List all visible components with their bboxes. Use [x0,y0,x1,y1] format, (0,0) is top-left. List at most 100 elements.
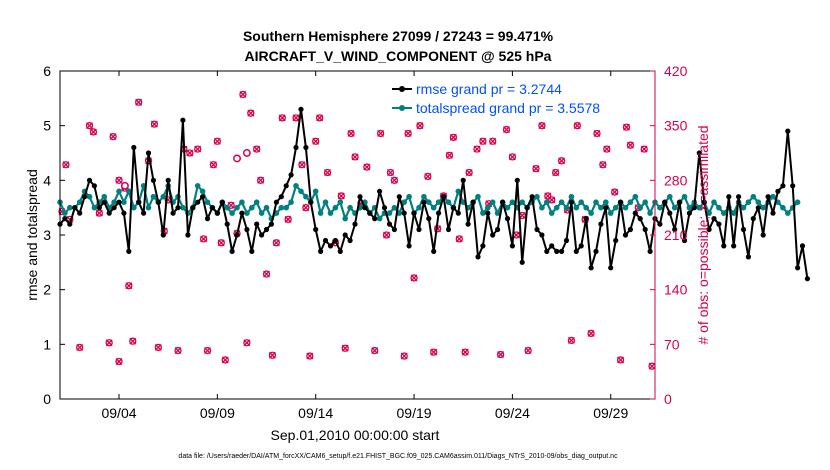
obs-assimilated-cross [341,344,349,352]
obs-assimilated-cross [312,137,320,145]
rmse-point [293,144,299,151]
rmse-point [327,243,334,249]
obs-marker [272,239,281,247]
rmse-point [637,216,643,222]
totalspread-point [455,188,462,195]
obs-marker [616,356,625,364]
rmse-point [195,199,201,205]
rmse-point [91,183,97,189]
rmse-point [347,237,353,244]
obs-assimilated-cross [272,239,280,247]
x-tick-label: 09/04 [101,405,136,421]
obs-assimilated-cross [186,149,194,157]
rmse-point [180,117,186,123]
obs-possible-circle [640,145,648,153]
obs-marker [573,122,581,130]
obs-assimilated-cross [648,362,656,370]
totalspread-point [283,204,290,211]
obs-possible-circle [502,125,511,134]
rmse-point [677,199,683,205]
totalspread-point [145,204,152,211]
obs-assimilated-cross [257,176,265,184]
totalspread-point [239,199,245,205]
obs-possible-circle [62,161,70,169]
rmse-point [696,150,702,156]
rmse-point [298,106,304,112]
rmse-point [785,128,791,134]
totalspread-point [681,193,688,200]
totalspread-point [716,204,722,211]
totalspread-point [76,199,83,205]
legend-spread-label: totalspread grand pr = 3.5578 [416,100,600,116]
obs-possible-circle [445,151,454,159]
rmse-point [563,237,570,244]
rmse-point [475,254,481,260]
obs-possible-circle [85,122,94,130]
obs-marker [465,168,473,177]
totalspread-point [593,199,599,205]
obs-possible-circle [150,120,159,128]
rmse-point [141,210,147,216]
totalspread-point [485,204,491,211]
obs-possible-circle [315,114,324,122]
totalspread-point [588,210,594,216]
obs-assimilated-cross [404,130,412,137]
obs-assimilated-cross [371,347,379,355]
rmse-point [362,205,368,211]
obs-marker [347,129,355,138]
rmse-point [318,248,324,254]
totalspread-point [603,199,609,205]
legend-box [387,80,649,120]
rmse-point [534,226,540,233]
obs-assimilated-cross [209,161,217,169]
obs-marker [306,352,314,360]
obs-marker [479,137,487,145]
totalspread-point [253,199,260,205]
obs-possible-circle [473,145,481,153]
totalspread-point [116,188,122,195]
rmse-point [145,150,152,156]
obs-marker [416,122,424,130]
obs-marker [174,346,182,355]
rmse-point [549,243,555,249]
obs-possible-circle [213,137,222,145]
rmse-point [214,210,220,216]
obs-assimilated-cross [337,192,345,200]
totalspread-point [622,204,629,211]
obs-possible-circle [557,157,566,165]
rmse-point [568,199,575,205]
y-left-tick-label: 2 [43,282,51,298]
rmse-point [308,199,314,205]
obs-marker [376,129,385,138]
obs-assimilated-cross [599,161,607,169]
totalspread-point [406,193,412,200]
totalspread-point [475,193,481,200]
obs-possible-circle [302,204,310,212]
rmse-point [445,226,452,233]
obs-marker [186,149,194,157]
obs-marker [268,351,277,359]
obs-assimilated-cross [503,126,510,134]
totalspread-point [578,199,584,205]
totalspread-point [445,199,452,205]
obs-marker [262,270,271,278]
obs-assimilated-cross [253,145,261,153]
obs-possible-circle [416,122,424,130]
obs-marker [76,343,84,352]
totalspread-point [224,204,230,211]
totalspread-point [391,204,398,211]
obs-possible-circle [209,161,218,169]
obs-assimilated-cross [351,153,359,161]
obs-marker [89,128,98,136]
rmse-series [57,106,811,282]
obs-marker [538,122,546,130]
obs-assimilated-cross [593,130,601,137]
totalspread-point [278,204,285,211]
obs-marker [430,348,438,356]
obs-possible-circle [323,168,332,177]
totalspread-point [780,204,786,211]
rmse-point [190,205,196,211]
obs-highlight-circle [233,154,241,163]
totalspread-point [657,204,663,211]
